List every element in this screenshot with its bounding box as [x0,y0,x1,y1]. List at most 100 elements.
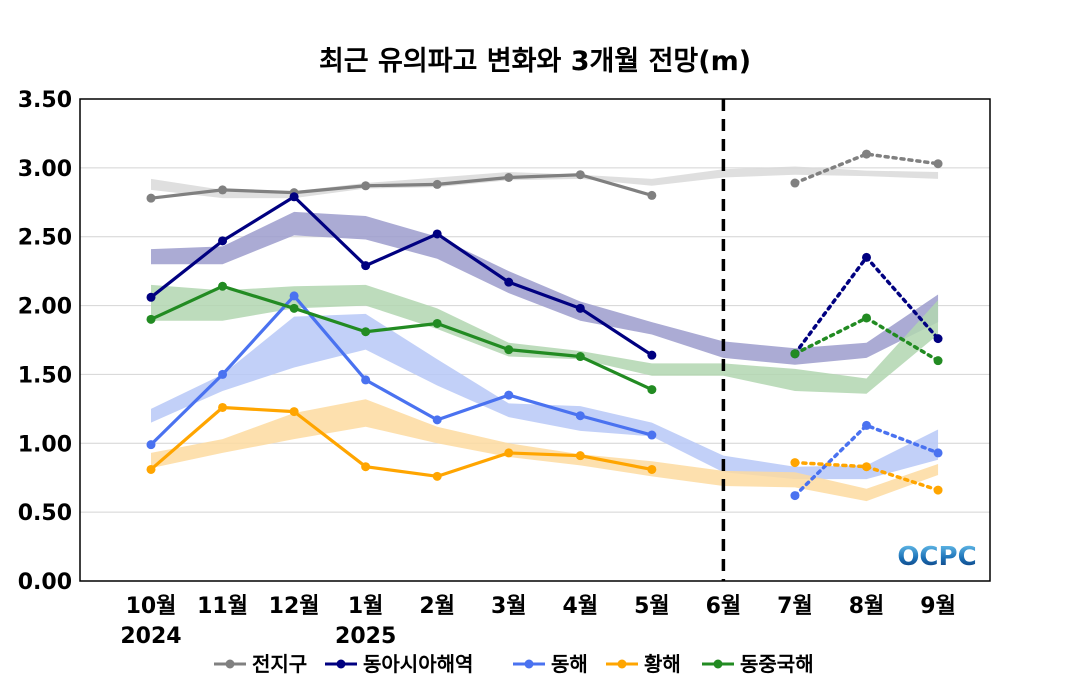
y-tick-label: 1.00 [18,432,72,457]
legend-item: 동중국해 [702,652,814,676]
line-황해 [149,405,653,478]
series-points [146,149,943,501]
x-tick-label: 2월 [419,594,455,619]
point-황해 [575,451,585,461]
forecast-point-황해 [790,458,800,468]
point-동중국해 [504,345,514,355]
point-전지구 [647,190,657,200]
line-전지구 [150,173,653,200]
point-동아시아해역 [432,229,442,239]
ocpc-logo: OCPC [897,542,976,572]
x-tick-label: 4월 [563,594,599,619]
forecast-point-동해 [933,448,943,458]
legend-label: 동해 [551,652,588,676]
point-전지구 [146,193,156,203]
chart-title: 최근 유의파고 변화와 3개월 전망(m) [319,46,751,77]
band-전지구 [151,166,939,199]
forecast-point-동중국해 [790,349,800,359]
point-동해 [146,440,156,450]
x-axis-ticks: 10월 11월 12월 1월 2월 3월 4월 5월 6월 7월 8월 9월 2024 2025 [120,594,955,649]
point-동해 [289,291,299,301]
y-tick-label: 1.50 [18,363,72,388]
y-tick-label: 3.50 [18,88,72,113]
point-전지구 [218,185,228,195]
point-동중국해 [432,318,442,328]
uncertainty-bands [151,166,939,502]
grid-lines [80,167,990,513]
forecast-point-전지구 [933,159,943,169]
point-전지구 [432,179,442,189]
x-tick-label: 5월 [634,594,670,619]
point-전지구 [504,172,514,182]
point-황해 [432,471,442,481]
x-tick-label: 12월 [269,594,320,619]
band-황해 [151,399,939,502]
forecast-point-황해 [862,462,871,472]
x-tick-label: 10월 [126,594,177,619]
y-tick-label: 2.50 [18,226,72,251]
line-동아시아해역 [150,195,653,357]
legend: 전지구 동아시아해역 동해 황해 동중국해 [214,652,814,676]
y-tick-label: 0.50 [18,501,72,526]
point-동해 [432,415,442,425]
x-tick-label: 8월 [849,594,885,619]
forecast-line-전지구 [793,152,940,185]
point-황해 [647,464,657,474]
legend-swatch-dot [524,659,534,669]
point-동중국해 [289,303,299,313]
point-전지구 [575,170,585,180]
point-동아시아해역 [361,261,371,271]
x-year-label: 2024 [120,624,181,649]
x-tick-label: 3월 [491,594,527,619]
band-동아시아해역 [151,211,939,365]
legend-swatch-dot [617,659,627,669]
point-황해 [218,402,228,412]
point-동아시아해역 [146,292,156,302]
legend-swatch-dot [713,659,723,669]
x-tick-label: 7월 [777,594,813,619]
x-year-label: 2025 [335,624,396,649]
y-tick-label: 0.00 [18,570,72,595]
forecast-point-전지구 [790,178,800,188]
y-axis-ticks: 0.00 0.50 1.00 1.50 2.00 2.50 3.00 3.50 [18,88,72,595]
logo-text: OCPC [897,542,976,572]
point-동아시아해역 [647,350,657,360]
point-황해 [146,464,156,474]
point-동중국해 [218,281,228,291]
x-tick-label: 11월 [197,594,248,619]
legend-label: 동중국해 [740,652,814,676]
point-동해 [361,375,371,385]
point-동아시아해역 [575,303,585,313]
point-동해 [575,411,585,421]
x-tick-label: 1월 [348,594,384,619]
point-동아시아해역 [218,236,228,246]
plot-frame [79,98,991,582]
point-황해 [504,448,514,458]
point-동중국해 [361,327,371,337]
point-전지구 [361,181,371,191]
point-동아시아해역 [504,277,514,287]
point-동해 [218,369,228,379]
point-동중국해 [146,314,156,324]
x-tick-label: 9월 [920,594,956,619]
point-동해 [504,390,514,400]
line-동중국해 [150,284,653,392]
line-동해 [149,294,653,446]
forecast-point-동중국해 [862,313,871,323]
point-황해 [361,462,371,472]
point-황해 [289,407,299,417]
legend-swatch-dot [225,659,235,669]
x-tick-label: 6월 [706,594,742,619]
forecast-point-동아시아해역 [862,252,871,262]
forecast-point-동아시아해역 [933,334,943,344]
point-동해 [647,430,657,440]
legend-item: 동아시아해역 [325,652,473,676]
legend-item: 동해 [513,652,588,676]
legend-item: 전지구 [214,652,307,676]
legend-label: 황해 [644,652,681,676]
forecast-point-황해 [933,485,943,495]
band-동중국해 [151,284,939,394]
point-동중국해 [575,352,585,362]
series-lines [149,152,940,498]
